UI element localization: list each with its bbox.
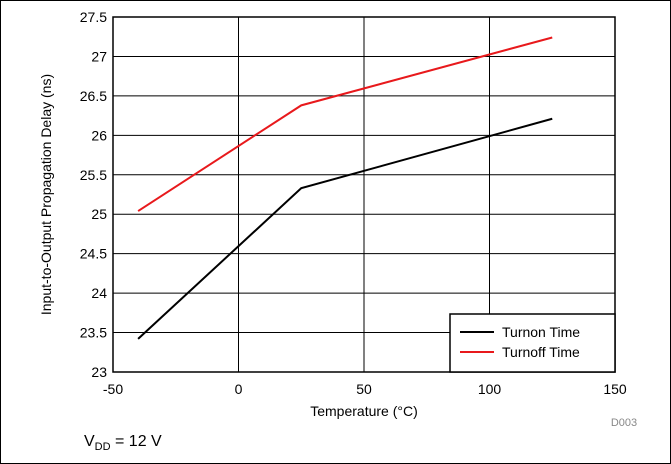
y-tick-label: 24.5 — [80, 246, 107, 262]
plot-area — [112, 16, 616, 373]
y-tick-label: 26.5 — [80, 88, 107, 104]
x-tick-labels: -50 0 50 100 150 — [103, 381, 627, 397]
y-tick-label: 25 — [91, 206, 107, 222]
y-tick-labels: 23 23.5 24 24.5 25 25.5 26 26.5 27 27.5 — [80, 9, 107, 380]
x-tick-label: 100 — [478, 381, 502, 397]
x-tick-label: 50 — [356, 381, 372, 397]
y-tick-label: 27 — [91, 48, 107, 64]
figure-code: D003 — [611, 417, 637, 429]
condition-value: = 12 V — [110, 433, 162, 450]
legend-entry: Turnoff Time — [502, 344, 580, 360]
series-line-1 — [137, 117, 553, 340]
condition-symbol: V — [84, 433, 95, 450]
legend-entry: Turnon Time — [502, 324, 580, 340]
x-tick-label: 150 — [603, 381, 627, 397]
test-condition: VDD = 12 V — [84, 433, 162, 453]
y-tick-label: 23 — [91, 364, 107, 380]
x-axis-label: Temperature (°C) — [310, 403, 418, 419]
x-tick-label: -50 — [103, 381, 123, 397]
y-axis-label: Input-to-Output Propagation Delay (ns) — [38, 74, 54, 315]
y-tick-label: 23.5 — [80, 325, 107, 341]
series-layer — [137, 36, 553, 340]
y-tick-label: 25.5 — [80, 167, 107, 183]
condition-subscript: DD — [94, 441, 111, 454]
y-tick-label: 24 — [91, 285, 107, 301]
series-line-2 — [137, 36, 553, 212]
x-tick-label: 0 — [235, 381, 243, 397]
y-tick-label: 27.5 — [80, 9, 107, 25]
y-tick-label: 26 — [91, 127, 107, 143]
legend-box — [449, 313, 616, 373]
legend: Turnon Time Turnoff Time — [449, 313, 616, 373]
